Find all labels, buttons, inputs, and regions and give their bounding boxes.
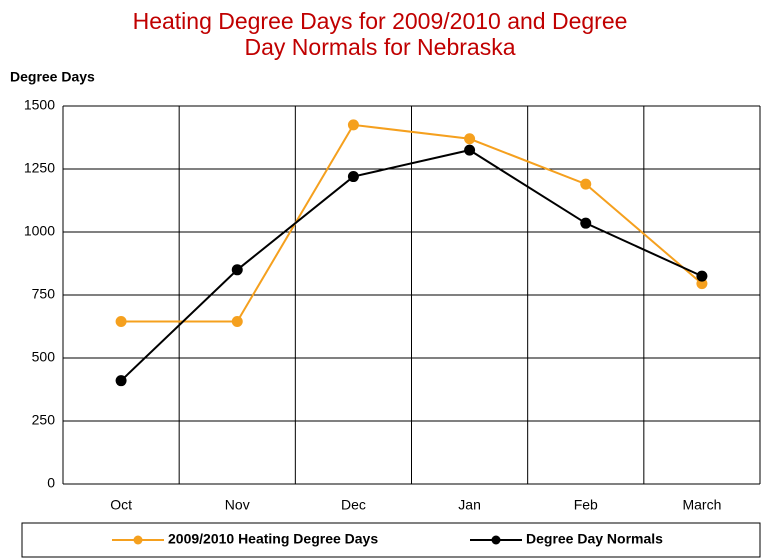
data-point bbox=[696, 270, 708, 282]
y-tick-label: 1000 bbox=[24, 223, 55, 239]
series-line bbox=[121, 123, 703, 323]
legend-label: 2009/2010 Heating Degree Days bbox=[168, 531, 378, 547]
x-tick-label: Feb bbox=[574, 497, 598, 513]
x-tick-label: March bbox=[682, 497, 721, 513]
data-point bbox=[115, 375, 127, 387]
x-tick-label: Nov bbox=[225, 497, 250, 513]
y-tick-label: 0 bbox=[47, 475, 55, 491]
y-tick-label: 750 bbox=[32, 286, 56, 302]
y-tick-label: 1500 bbox=[24, 97, 55, 113]
x-tick-label: Oct bbox=[110, 497, 132, 513]
legend-marker bbox=[133, 535, 143, 545]
data-point bbox=[347, 171, 359, 183]
data-point bbox=[464, 133, 476, 145]
x-tick-label: Jan bbox=[458, 497, 481, 513]
y-tick-label: 500 bbox=[32, 349, 56, 365]
x-tick-label: Dec bbox=[341, 497, 366, 513]
y-tick-label: 1250 bbox=[24, 160, 55, 176]
data-point bbox=[231, 315, 243, 327]
data-point bbox=[464, 144, 476, 156]
series-line bbox=[120, 149, 703, 382]
data-point bbox=[580, 178, 592, 190]
data-point bbox=[115, 315, 127, 327]
data-point bbox=[696, 278, 708, 290]
y-axis-label: Degree Days bbox=[10, 69, 95, 85]
data-point bbox=[580, 217, 592, 229]
data-point bbox=[347, 119, 359, 131]
legend-marker bbox=[491, 535, 501, 545]
y-tick-label: 250 bbox=[32, 412, 56, 428]
legend-label: Degree Day Normals bbox=[526, 531, 663, 547]
data-point bbox=[231, 264, 243, 276]
chart-title: Heating Degree Days for 2009/2010 and De… bbox=[132, 8, 628, 60]
